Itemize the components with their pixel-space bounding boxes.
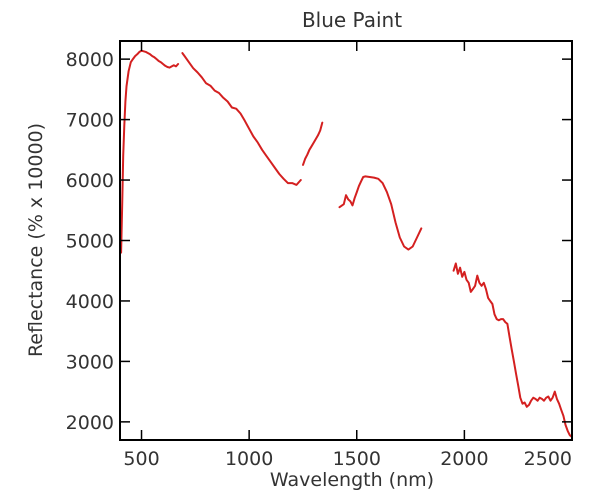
y-axis: 2000 3000 4000 5000 6000 7000 8000 (66, 49, 572, 434)
reflectance-line-segment-4 (338, 175, 423, 251)
plot-lines (120, 49, 573, 438)
y-tick-label: 5000 (66, 231, 114, 253)
y-tick-label: 3000 (66, 351, 114, 373)
x-axis-label: Wavelength (nm) (270, 469, 434, 491)
y-axis-label: Reflectance (% x 10000) (25, 123, 47, 357)
reflectance-line-segment-2 (181, 52, 302, 186)
y-tick-label: 4000 (66, 291, 114, 313)
x-tick-label: 1500 (333, 448, 381, 470)
reflectance-line-segment-1 (120, 49, 180, 254)
chart-title: Blue Paint (302, 8, 402, 32)
x-tick-label: 500 (123, 448, 159, 470)
y-tick-label: 8000 (66, 49, 114, 71)
x-axis: 500 1000 1500 2000 2500 (123, 41, 573, 470)
x-tick-label: 2000 (440, 448, 488, 470)
y-tick-label: 2000 (66, 412, 114, 434)
x-tick-label: 1000 (225, 448, 273, 470)
x-tick-label: 2500 (524, 448, 572, 470)
reflectance-line-segment-3 (302, 121, 324, 166)
y-tick-label: 7000 (66, 110, 114, 132)
reflectance-line-segment-5 (452, 262, 573, 438)
plot-frame (119, 40, 573, 441)
y-tick-label: 6000 (66, 170, 114, 192)
